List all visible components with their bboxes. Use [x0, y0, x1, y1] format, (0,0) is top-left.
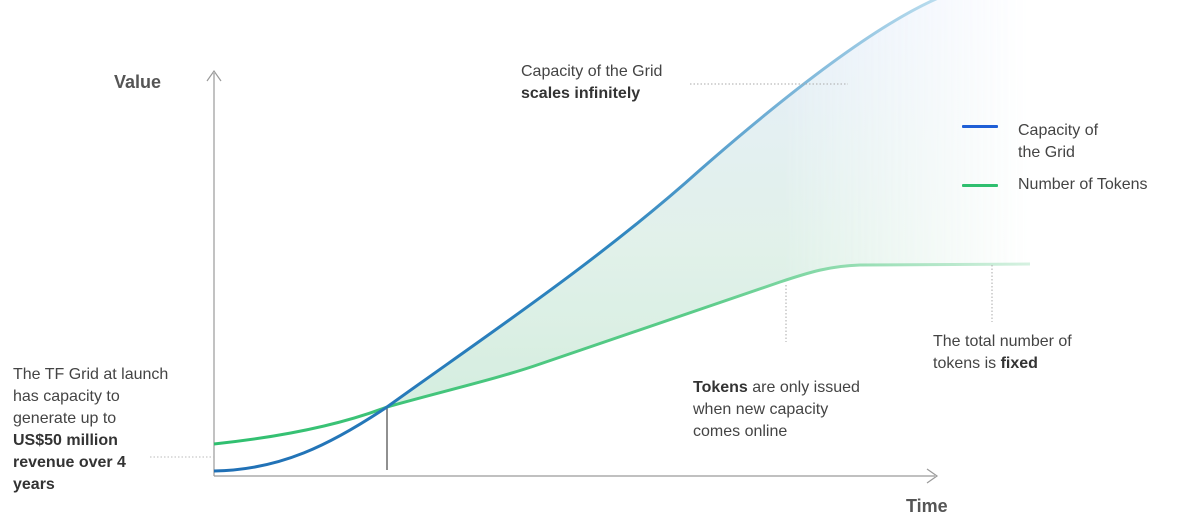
legend-swatch-tokens — [962, 184, 998, 187]
legend-label-capacity-line1: Capacity of — [1018, 122, 1099, 139]
fixed-annotation-prefix: tokens is — [933, 355, 1001, 372]
legend-label-tokens-line1: Number of Tokens — [1018, 176, 1148, 193]
tokens-annotation-line3: comes online — [693, 423, 788, 440]
capacity-annotation-line1: Capacity of the Grid — [521, 63, 663, 80]
legend-label-capacity: Capacity of the Grid — [1018, 120, 1098, 164]
launch-annotation-line1: The TF Grid at launch — [13, 366, 169, 383]
launch-annotation-bold3: years — [13, 476, 55, 493]
capacity-annotation-line2: scales infinitely — [521, 85, 641, 102]
tokens-annotation-rest: are only issued — [747, 379, 860, 396]
capacity-curve — [213, 0, 938, 473]
fixed-annotation: The total number of tokens is fixed — [933, 331, 1072, 375]
tokens-annotation-line2: when new capacity — [693, 401, 829, 418]
gap-area — [387, 0, 1035, 407]
y-axis-arrow — [206, 69, 222, 82]
launch-annotation-bold2: revenue over 4 — [13, 454, 126, 471]
legend-label-capacity-line2: the Grid — [1018, 144, 1075, 161]
legend-label-tokens: Number of Tokens — [1018, 174, 1148, 196]
launch-annotation-bold1: US$50 million — [13, 432, 118, 449]
fixed-annotation-bold: fixed — [1000, 355, 1038, 372]
fixed-annotation-line2: tokens is fixed — [933, 353, 1072, 375]
x-axis-arrow — [926, 468, 939, 484]
tokens-annotation-line1: Tokens are only issued — [693, 377, 860, 399]
launch-annotation-line3: generate up to — [13, 410, 117, 427]
tokens-annotation-bold: Tokens — [693, 379, 748, 396]
launch-annotation: The TF Grid at launch has capacity to ge… — [13, 364, 168, 496]
capacity-annotation: Capacity of the Grid scales infinitely — [521, 61, 662, 105]
y-axis-label: Value — [114, 72, 162, 92]
x-axis-label: Time — [906, 496, 948, 516]
tokens-annotation: Tokens are only issued when new capacity… — [693, 377, 860, 443]
fixed-annotation-line1: The total number of — [933, 333, 1072, 350]
launch-annotation-line2: has capacity to — [13, 388, 120, 405]
tokens-curve — [213, 262, 1031, 446]
legend-swatch-capacity — [962, 125, 998, 128]
